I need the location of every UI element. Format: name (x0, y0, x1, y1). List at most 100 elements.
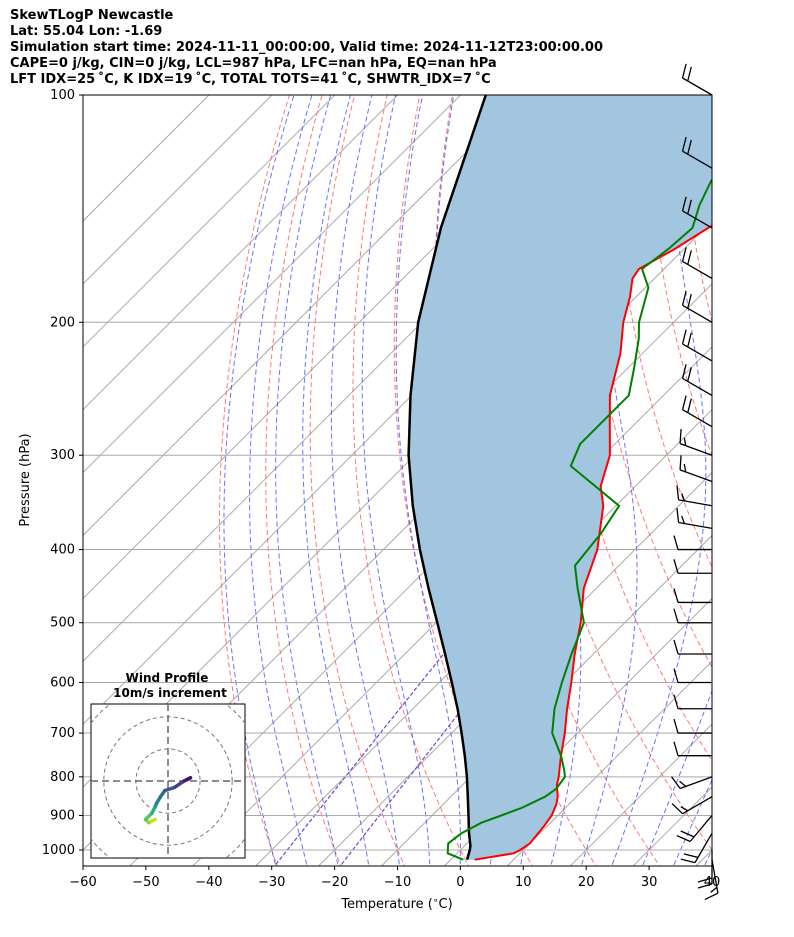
wind-barb-staff (679, 469, 713, 483)
wind-barb (676, 507, 713, 530)
dry-adiabat-line (309, 95, 406, 866)
wind-barb-feather (687, 367, 692, 382)
wind-barb (673, 639, 712, 655)
y-tick-label: 700 (50, 726, 75, 741)
wind-barb-feather (683, 437, 687, 446)
wind-barb-feather (704, 892, 719, 901)
y-axis-label: Pressure (hPa) (18, 433, 33, 526)
time-line: Simulation start time: 2024-11-11_00:00:… (10, 40, 603, 55)
wind-barb (673, 588, 712, 604)
wind-barb (697, 850, 713, 889)
isotherm-line (83, 95, 273, 285)
wind-barb-feather (680, 858, 696, 864)
wind-barb-feather (681, 63, 687, 79)
wind-barb (679, 429, 713, 456)
wind-barb-feather (679, 780, 687, 787)
x-tick-label: −60 (69, 875, 96, 890)
indices-line: LFT IDX=25 ˚C, K IDX=19 ˚C, TOTAL TOTS=4… (10, 72, 491, 87)
moist-adiabat-line (302, 95, 370, 866)
params-line: CAPE=0 j/kg, CIN=0 j/kg, LCL=987 hPa, LF… (10, 56, 497, 71)
y-tick-label: 500 (50, 616, 75, 631)
wind-barb-feather (671, 803, 684, 815)
hodograph-title: Wind Profile (126, 671, 209, 685)
wind-barb-staff (682, 796, 713, 815)
wind-barb-feather (681, 329, 687, 345)
y-tick-label: 600 (50, 676, 75, 691)
x-tick-label: −30 (258, 875, 285, 890)
wind-barb (673, 535, 712, 551)
wind-barb-feather (681, 515, 686, 524)
wind-barb-feather (681, 493, 686, 502)
wind-barb-staff (682, 77, 713, 96)
dry-adiabat-line (265, 95, 342, 866)
wind-barb-feather (680, 830, 695, 838)
wind-barb (676, 815, 713, 843)
wind-barb-feather (687, 332, 692, 348)
dry-adiabat-line (775, 61, 794, 869)
hodograph-segment (185, 776, 193, 782)
isotherm-line (83, 95, 336, 348)
wind-barb (673, 559, 712, 574)
moist-adiabat-line (395, 95, 461, 866)
wind-barb-feather (673, 718, 679, 734)
x-tick-label: 20 (578, 875, 595, 890)
x-tick-label: −40 (195, 875, 222, 890)
y-tick-label: 300 (50, 448, 75, 463)
wind-barb (671, 796, 713, 815)
wind-barb-feather (697, 883, 713, 889)
moist-adiabat-line (703, 848, 712, 866)
isotherm-line (744, 60, 794, 881)
parcel-profile-line (407, 95, 487, 861)
wind-barb (681, 196, 713, 229)
moist-adiabat-line (275, 95, 339, 866)
wind-barb-feather (687, 199, 692, 215)
wind-barb-feather (683, 853, 699, 859)
location-line: Lat: 55.04 Lon: -1.69 (10, 24, 163, 39)
moist-adiabat-line (223, 95, 295, 866)
wind-barb-staff (678, 499, 713, 507)
wind-barb-feather (673, 741, 679, 756)
y-tick-label: 800 (50, 770, 75, 785)
wind-barb (681, 329, 713, 362)
chart-header: SkewTLogP Newcastle Lat: 55.04 Lon: -1.6… (10, 8, 603, 88)
wind-barb (681, 364, 713, 397)
wind-barb (673, 608, 712, 624)
wind-barb (670, 776, 713, 790)
wind-barb-staff (682, 304, 713, 323)
y-tick-label: 400 (50, 543, 75, 558)
dry-adiabat-line (712, 61, 794, 869)
wind-barb-feather (681, 364, 687, 379)
wind-barb-feather (673, 588, 679, 603)
wind-barb-feather (681, 136, 687, 152)
wind-barb-feather (687, 398, 692, 413)
wind-barb-feather (676, 834, 691, 843)
temperature-line (474, 224, 712, 861)
wind-barb-feather (670, 776, 681, 789)
moist-adiabat-line (361, 95, 431, 866)
wind-barb (681, 63, 713, 96)
hodograph-subtitle: 10m/s increment (113, 686, 227, 700)
wind-barb-staff (679, 776, 713, 790)
wind-barb-feather (673, 559, 679, 574)
wind-barb-feather (687, 293, 692, 309)
wind-barb-feather (687, 66, 692, 82)
y-tick-label: 1000 (42, 843, 75, 858)
wind-barb-staff (682, 343, 713, 362)
wind-barb (673, 718, 712, 734)
wind-barb-feather (681, 395, 687, 410)
wind-barb-feather (680, 806, 689, 812)
wind-barb-feather (673, 694, 679, 709)
wind-barb-staff (682, 260, 713, 280)
wind-barb-feather (673, 668, 679, 683)
wind-barb (673, 694, 712, 710)
x-axis-label: Temperature (∘C) (340, 896, 452, 912)
x-tick-label: 10 (515, 875, 532, 890)
isotherm-line (443, 597, 712, 866)
wind-barb-feather (687, 139, 692, 155)
wind-barb (680, 832, 713, 864)
wind-barb (681, 136, 713, 169)
isotherm-line (83, 95, 462, 474)
wind-barb-staff (678, 521, 713, 530)
isotherm-line (506, 660, 712, 866)
